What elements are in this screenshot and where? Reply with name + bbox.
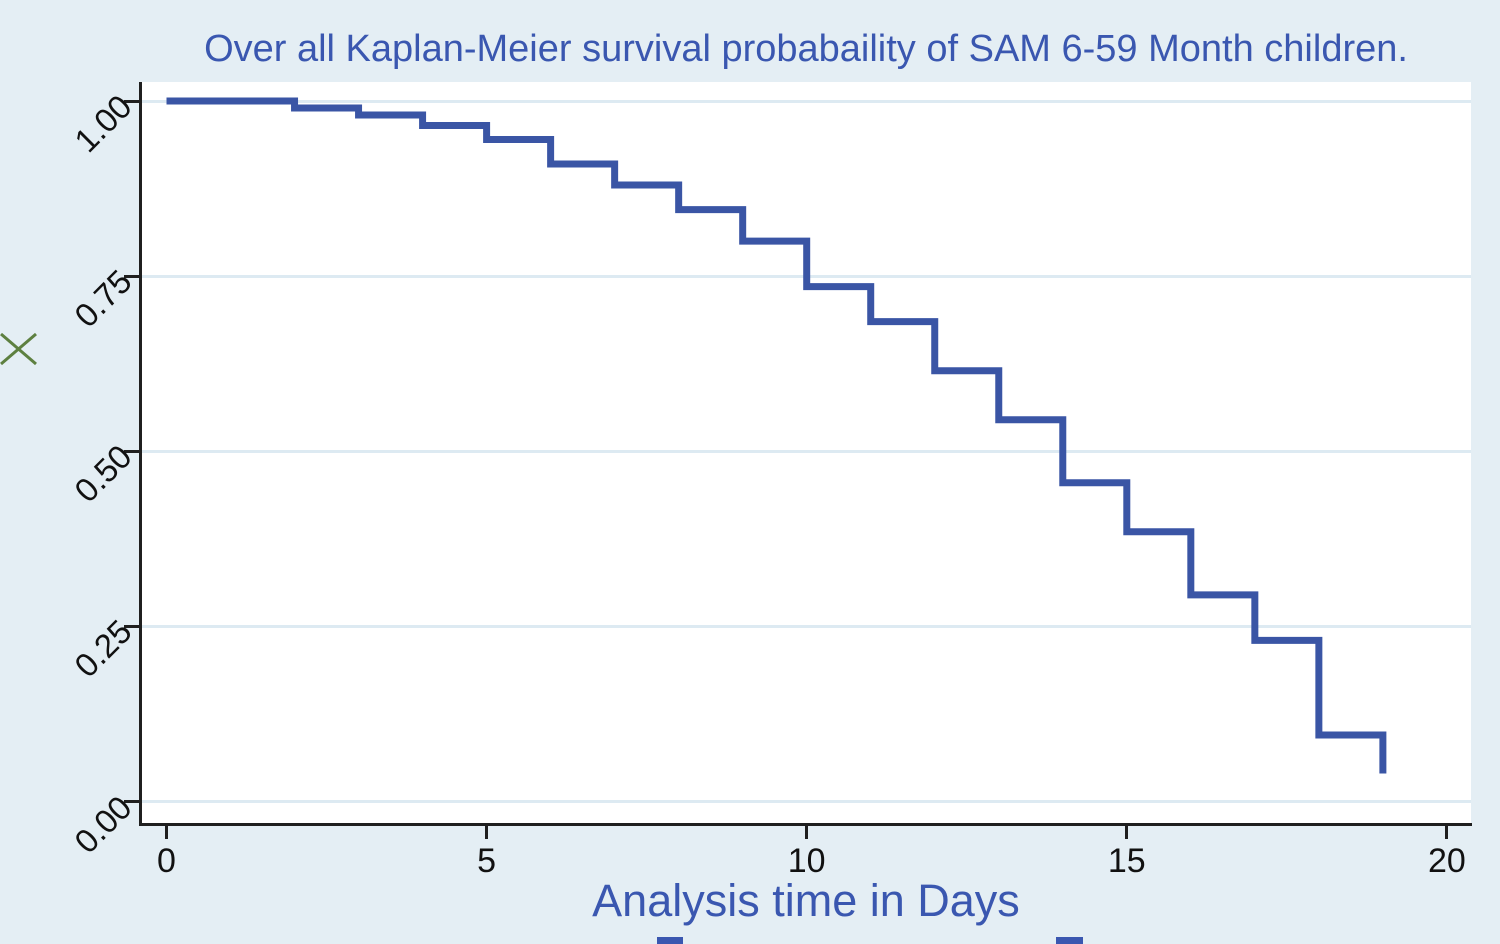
green-cross-icon bbox=[0, 332, 37, 366]
y-tick-label: 0.25 bbox=[67, 612, 139, 685]
y-tick-label: 0.50 bbox=[67, 437, 139, 510]
chart-title: Over all Kaplan-Meier survival probabail… bbox=[204, 28, 1408, 70]
y-tick-mark bbox=[124, 99, 141, 103]
y-tick-label: 1.00 bbox=[67, 87, 139, 160]
y-tick-mark bbox=[124, 624, 141, 628]
y-tick-label: 0.75 bbox=[67, 262, 139, 335]
x-axis-label: Analysis time in Days bbox=[592, 875, 1020, 926]
x-tick-mark bbox=[805, 824, 809, 839]
y-gridline bbox=[141, 449, 1471, 453]
x-tick-mark bbox=[485, 824, 489, 839]
km-step-curve bbox=[166, 97, 1387, 774]
x-tick-mark bbox=[1125, 824, 1129, 839]
x-tick-label: 5 bbox=[477, 842, 497, 880]
x-tick-label: 0 bbox=[157, 842, 176, 880]
y-gridline bbox=[141, 624, 1471, 628]
clipped-text-fragment bbox=[657, 937, 683, 944]
y-tick-mark bbox=[124, 800, 141, 803]
y-gridline bbox=[141, 99, 1471, 103]
clipped-text-fragment bbox=[1056, 937, 1083, 944]
y-gridline bbox=[141, 800, 1471, 803]
x-tick-mark bbox=[1445, 824, 1449, 839]
x-tick-label: 10 bbox=[787, 842, 826, 880]
x-tick-label: 15 bbox=[1107, 842, 1146, 880]
y-tick-mark bbox=[124, 274, 141, 278]
x-tick-mark bbox=[165, 824, 168, 839]
y-tick-mark bbox=[124, 449, 141, 453]
x-tick-label: 20 bbox=[1427, 842, 1466, 880]
